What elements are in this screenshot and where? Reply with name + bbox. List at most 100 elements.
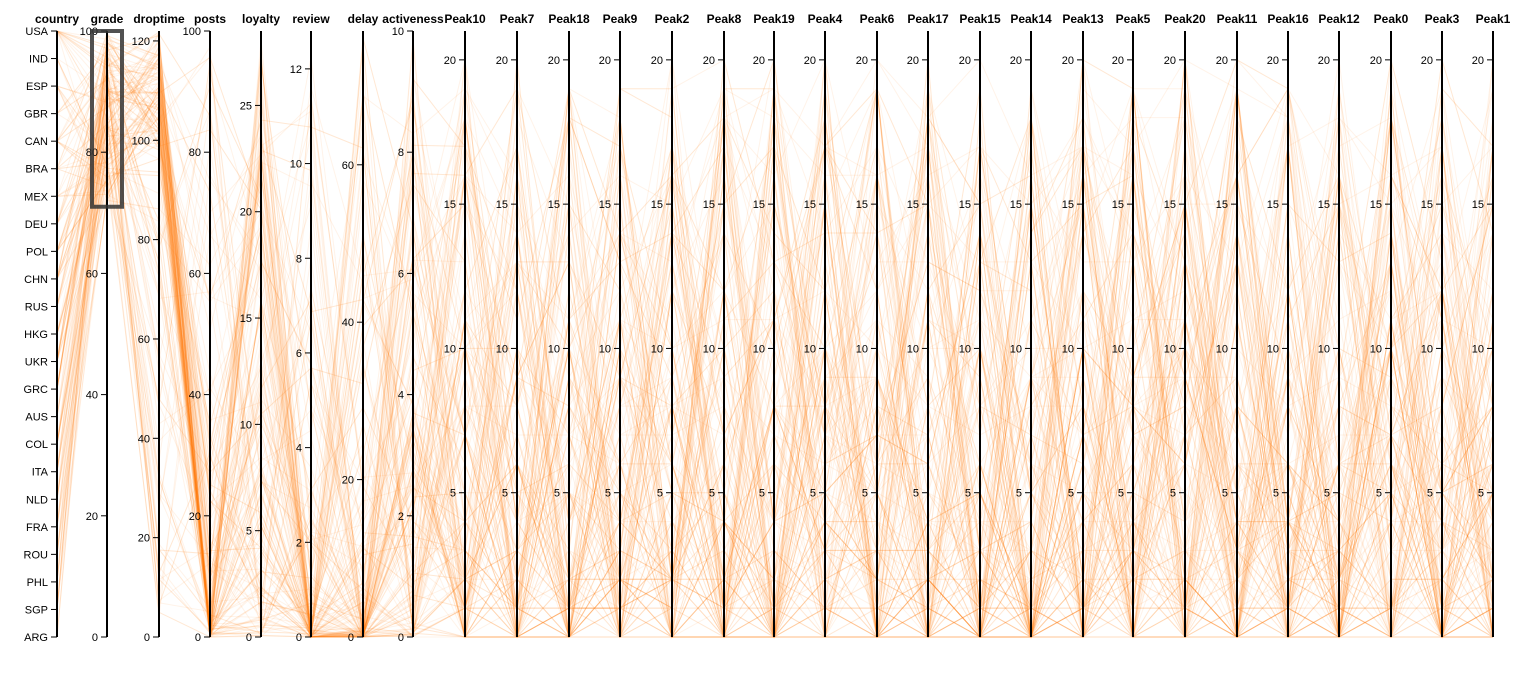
tick-label: 10 (1062, 343, 1074, 355)
tick-label: 15 (1421, 199, 1433, 211)
axis-title: review (292, 12, 330, 26)
tick-label: 2 (398, 511, 404, 523)
tick-label: 20 (1112, 55, 1124, 67)
axis-peak12[interactable]: Peak12 5 10 15 20 (1318, 12, 1360, 637)
axis-peak9[interactable]: Peak9 5 10 15 20 (599, 12, 638, 637)
axis-review[interactable]: review 0 2 4 6 8 10 12 (290, 12, 331, 644)
axis-peak15[interactable]: Peak15 5 10 15 20 (959, 12, 1001, 637)
axis-peak6[interactable]: Peak6 5 10 15 20 (856, 12, 895, 637)
axis-peak8[interactable]: Peak8 5 10 15 20 (703, 12, 742, 637)
tick-label: 60 (342, 160, 354, 172)
axis-peak3[interactable]: Peak3 5 10 15 20 (1421, 12, 1460, 637)
axis-peak14[interactable]: Peak14 5 10 15 20 (1010, 12, 1052, 637)
tick-label: 20 (753, 55, 765, 67)
axis-brush[interactable] (90, 29, 124, 209)
axis-peak11[interactable]: Peak11 5 10 15 20 (1216, 12, 1258, 637)
tick-label: 5 (554, 488, 560, 500)
tick-label: 10 (290, 159, 302, 171)
tick-label: ARG (24, 632, 48, 644)
tick-label: 10 (1421, 343, 1433, 355)
tick-label: 5 (1170, 488, 1176, 500)
axis-title: Peak2 (655, 12, 690, 26)
tick-label: FRA (26, 522, 49, 534)
axis-delay[interactable]: delay 0 20 40 60 (342, 12, 379, 644)
tick-label: 0 (398, 632, 404, 644)
tick-label: UKR (25, 357, 48, 369)
tick-label: 20 (496, 55, 508, 67)
axis-peak17[interactable]: Peak17 5 10 15 20 (907, 12, 949, 637)
tick-label: 20 (1421, 55, 1433, 67)
tick-label: 20 (240, 207, 252, 219)
axis-title: grade (91, 12, 124, 26)
tick-label: 5 (1427, 488, 1433, 500)
tick-label: 20 (189, 511, 201, 523)
axis-peak13[interactable]: Peak13 5 10 15 20 (1062, 12, 1104, 637)
tick-label: 12 (290, 64, 302, 76)
axis-peak1[interactable]: Peak1 5 10 15 20 (1472, 12, 1511, 637)
axis-peak7[interactable]: Peak7 5 10 15 20 (496, 12, 535, 637)
tick-label: 5 (657, 488, 663, 500)
tick-label: 20 (959, 55, 971, 67)
tick-label: DEU (25, 219, 48, 231)
tick-label: USA (25, 26, 48, 38)
axis-title: Peak11 (1217, 12, 1258, 26)
tick-label: 5 (759, 488, 765, 500)
tick-label: 20 (1010, 55, 1022, 67)
tick-label: 5 (1273, 488, 1279, 500)
axis-title: country (35, 12, 79, 26)
tick-label: 20 (342, 475, 354, 487)
axis-peak10[interactable]: Peak10 5 10 15 20 (444, 12, 486, 637)
tick-label: 20 (444, 55, 456, 67)
tick-label: 0 (92, 632, 98, 644)
tick-label: 15 (1216, 199, 1228, 211)
axis-droptime[interactable]: droptime 0 20 40 60 80 100 120 (132, 12, 185, 644)
axis-peak20[interactable]: Peak20 5 10 15 20 (1164, 12, 1206, 637)
axis-title: Peak7 (500, 12, 535, 26)
axis-peak2[interactable]: Peak2 5 10 15 20 (651, 12, 690, 637)
axis-title: Peak5 (1116, 12, 1151, 26)
axis-peak19[interactable]: Peak19 5 10 15 20 (753, 12, 795, 637)
tick-label: 40 (138, 433, 150, 445)
tick-label: 20 (1062, 55, 1074, 67)
tick-label: 10 (907, 343, 919, 355)
axis-peak0[interactable]: Peak0 5 10 15 20 (1370, 12, 1409, 637)
tick-label: 15 (651, 199, 663, 211)
axis-peak18[interactable]: Peak18 5 10 15 20 (548, 12, 590, 637)
tick-label: 10 (753, 343, 765, 355)
tick-label: 5 (1068, 488, 1074, 500)
tick-label: 15 (1318, 199, 1330, 211)
axis-loyalty[interactable]: loyalty 0 5 10 15 20 25 (240, 12, 281, 644)
tick-label: 20 (1164, 55, 1176, 67)
axis-peak16[interactable]: Peak16 5 10 15 20 (1267, 12, 1309, 637)
axis-peak5[interactable]: Peak5 5 10 15 20 (1112, 12, 1151, 637)
tick-label: IND (29, 54, 48, 66)
axis-peak4[interactable]: Peak4 5 10 15 20 (804, 12, 843, 637)
tick-label: 5 (605, 488, 611, 500)
tick-label: 15 (959, 199, 971, 211)
tick-label: 20 (1370, 55, 1382, 67)
axis-title: Peak6 (860, 12, 895, 26)
tick-label: 80 (189, 147, 201, 159)
axis-posts[interactable]: posts 0 20 40 60 80 100 (183, 12, 227, 644)
tick-label: 10 (1318, 343, 1330, 355)
tick-label: 20 (907, 55, 919, 67)
tick-label: 0 (246, 632, 252, 644)
tick-label: RUS (25, 301, 48, 313)
axis-title: Peak9 (603, 12, 638, 26)
tick-label: 10 (1472, 343, 1484, 355)
axis-activeness[interactable]: activeness 0 2 4 6 8 10 (382, 12, 444, 644)
tick-label: 4 (398, 390, 404, 402)
tick-label: 10 (1370, 343, 1382, 355)
tick-label: 0 (296, 632, 302, 644)
tick-label: 10 (1164, 343, 1176, 355)
tick-label: 5 (709, 488, 715, 500)
tick-label: 10 (1216, 343, 1228, 355)
tick-label: AUS (25, 412, 48, 424)
tick-label: 15 (599, 199, 611, 211)
tick-label: 0 (348, 632, 354, 644)
tick-label: 20 (1267, 55, 1279, 67)
